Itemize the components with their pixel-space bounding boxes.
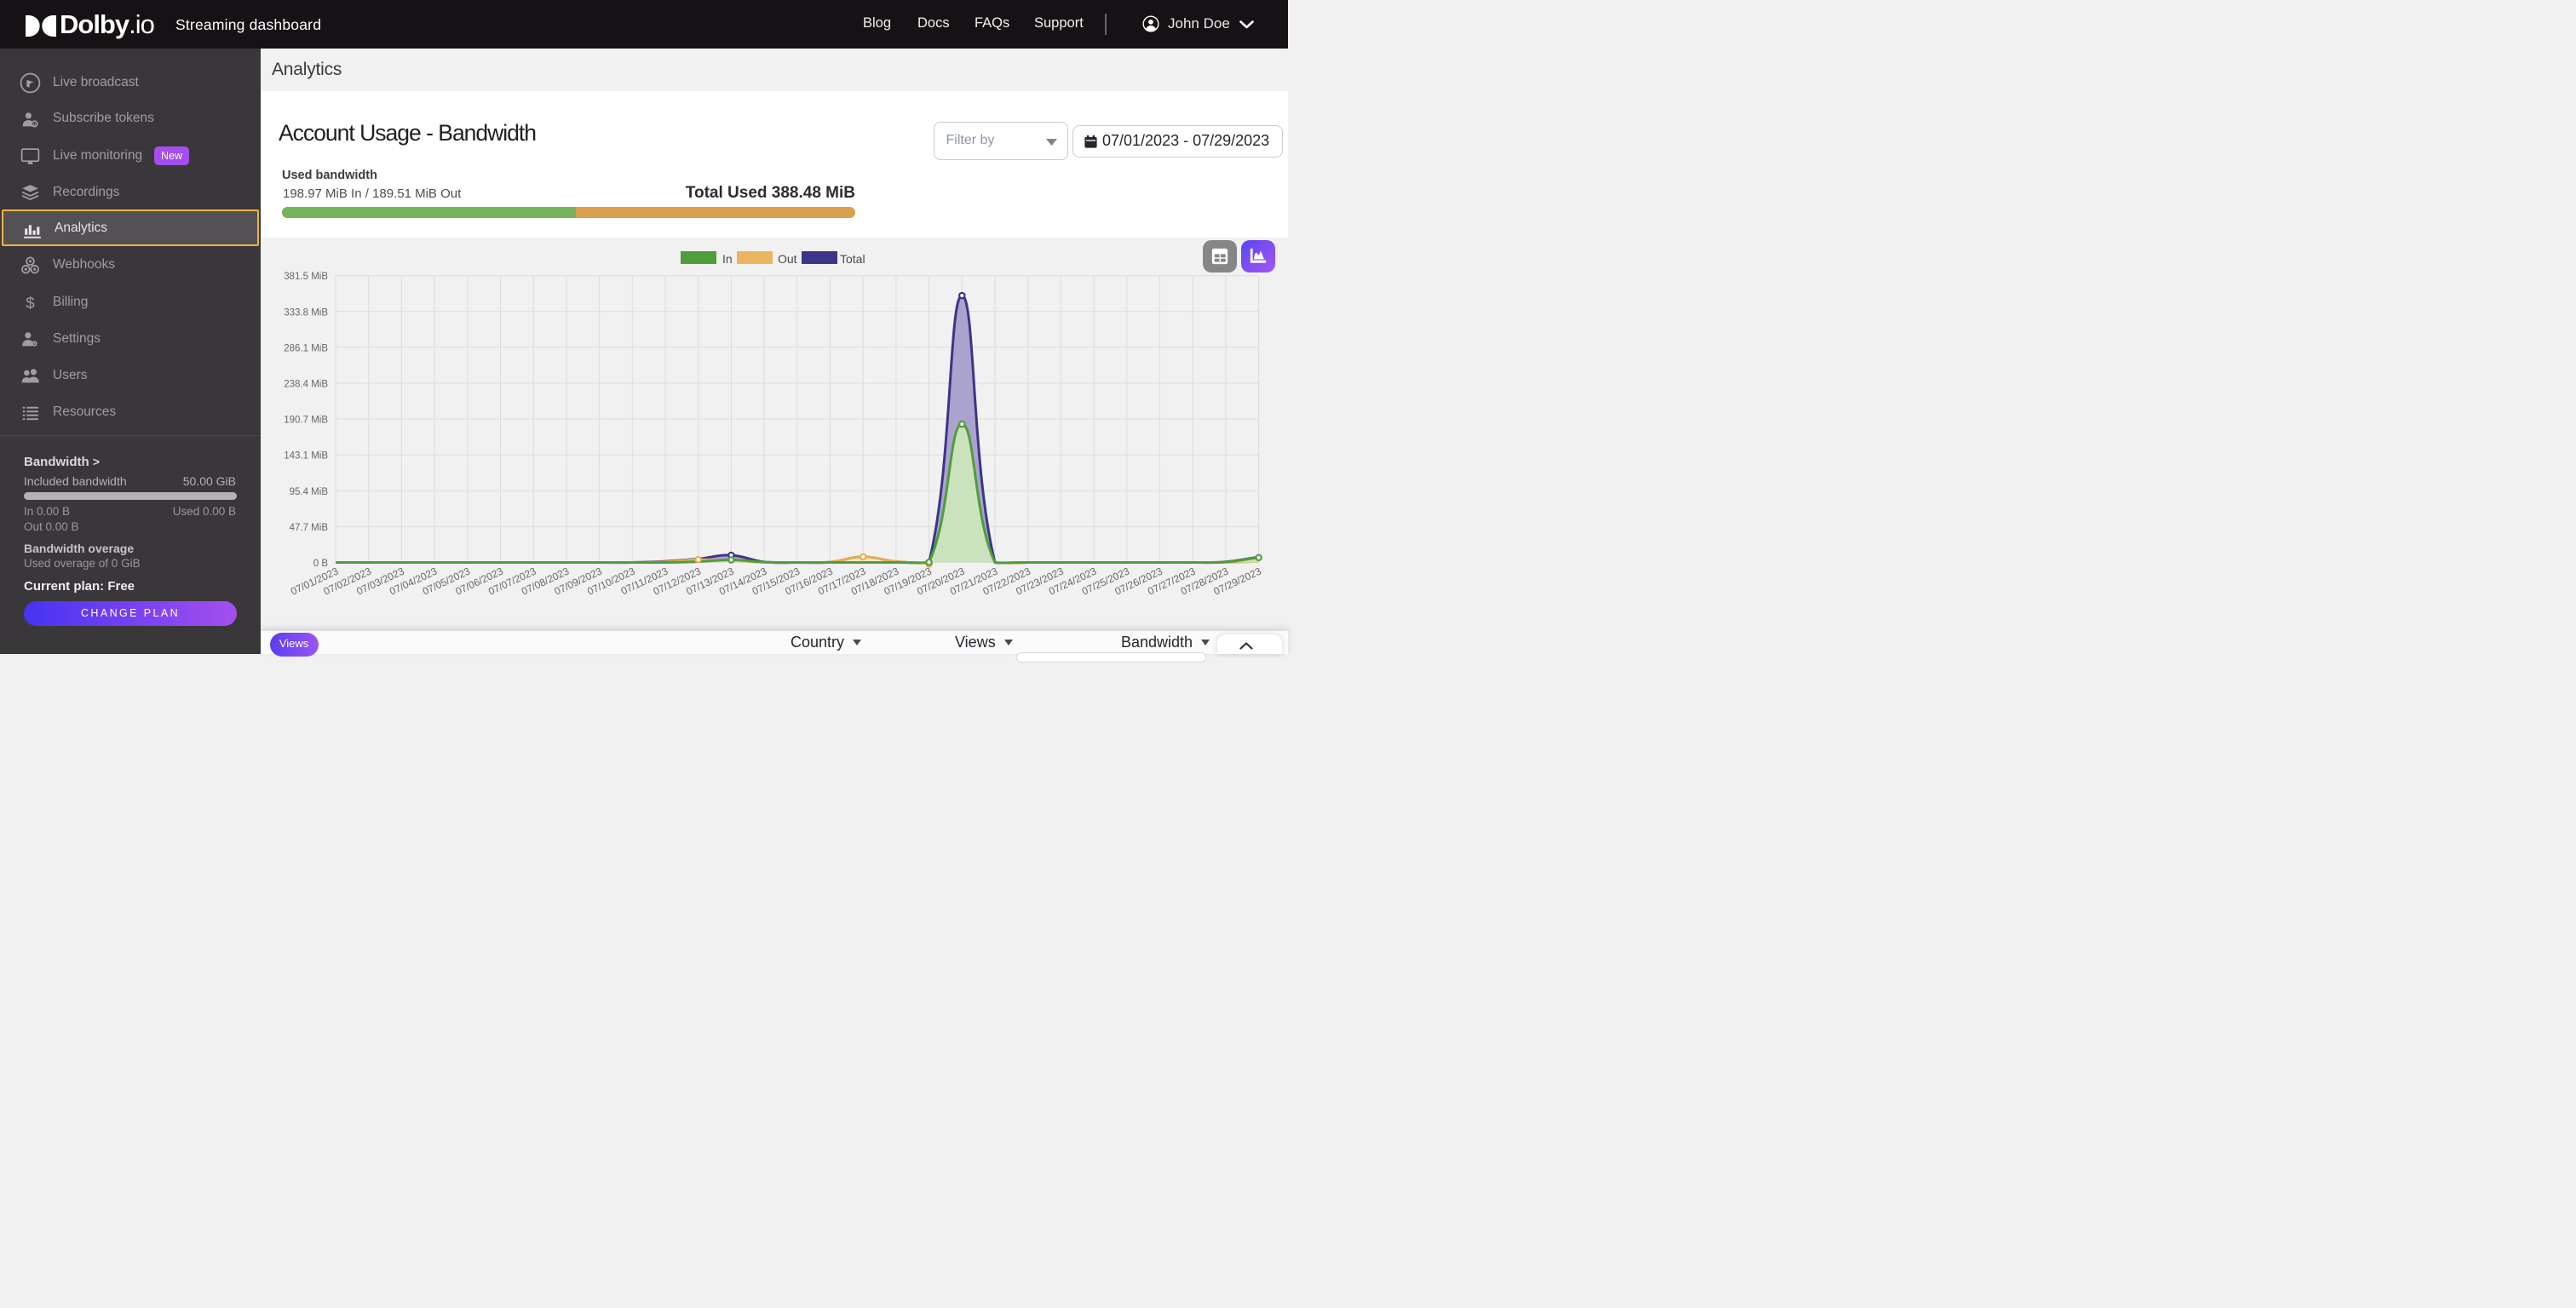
svg-text:333.8 MiB: 333.8 MiB: [284, 307, 328, 318]
svg-text:381.5 MiB: 381.5 MiB: [284, 272, 328, 282]
svg-text:238.4 MiB: 238.4 MiB: [284, 380, 328, 390]
svg-text:143.1 MiB: 143.1 MiB: [284, 451, 328, 462]
svg-text:190.7 MiB: 190.7 MiB: [284, 416, 328, 426]
svg-text:0 B: 0 B: [313, 559, 329, 569]
svg-text:$: $: [26, 294, 35, 312]
svg-text:47.7 MiB: 47.7 MiB: [290, 523, 329, 533]
svg-text:o: o: [32, 122, 36, 128]
svg-text:286.1 MiB: 286.1 MiB: [284, 343, 328, 353]
svg-text:95.4 MiB: 95.4 MiB: [290, 487, 329, 497]
